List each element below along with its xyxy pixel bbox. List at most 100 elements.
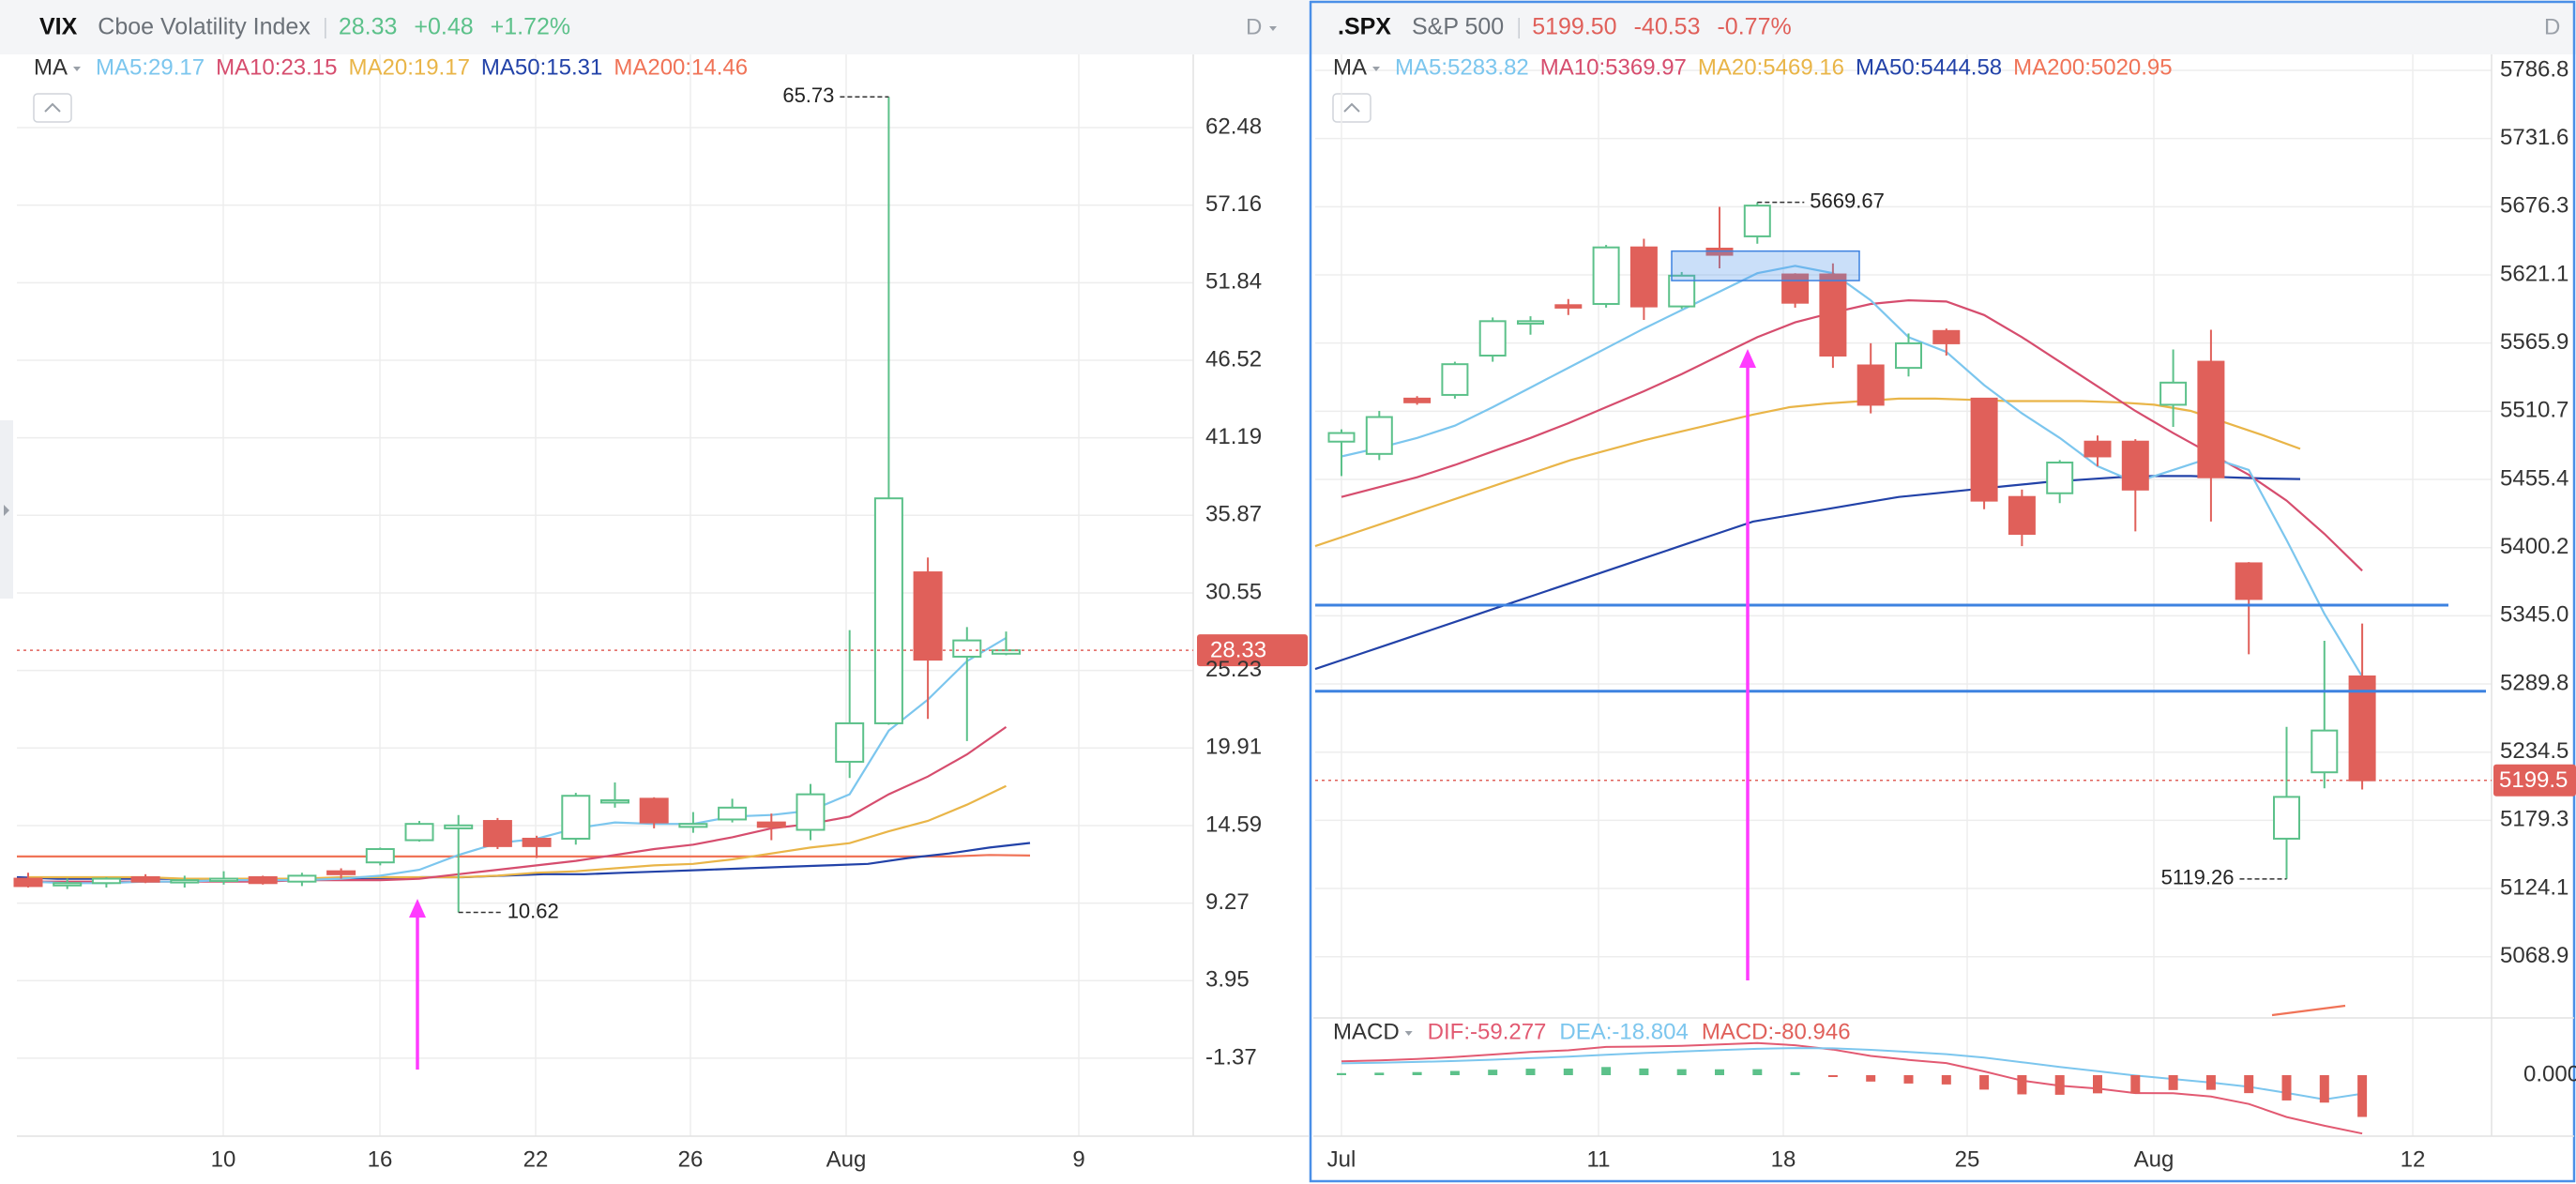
spx-candle[interactable] [1554,304,1583,309]
vix-candle[interactable] [91,877,121,885]
chevron-up-icon [1343,102,1360,113]
vix-candle[interactable] [561,795,591,840]
macd-indicator-selector[interactable]: MACD [1333,1019,1400,1044]
chevron-down-icon [1269,26,1277,31]
spx-candle[interactable] [1970,397,1998,502]
macd-axis-label: 0.000 [2523,1061,2576,1086]
y-tick-label: 9.27 [1205,889,1250,915]
x-tick-label: 11 [1587,1146,1611,1172]
vix-candle[interactable] [718,806,748,821]
spx-candle[interactable] [2273,796,2300,840]
vix-collapse-button[interactable] [33,93,72,123]
vix-ma200-line [17,854,1031,858]
spx-candle[interactable] [2311,729,2339,774]
vix-candle[interactable] [53,882,83,887]
macd-histogram-bar [1866,1075,1876,1082]
y-tick-label: 5289.8 [2500,670,2568,695]
spx-candle[interactable] [1441,363,1469,396]
chevron-down-icon [1404,1031,1413,1036]
vix-candle[interactable] [404,823,434,842]
spx-candle[interactable] [2008,495,2036,536]
macd-dif-label: DIF:-59.277 [1428,1019,1547,1044]
vix-candle[interactable] [992,649,1021,655]
spx-candle[interactable] [2046,462,2074,494]
spx-candle[interactable] [1743,205,1771,237]
vix-candle[interactable] [326,870,356,875]
y-tick-label: 5565.9 [2500,329,2568,355]
spx-last-price-tag-label: 5199.5 [2499,767,2568,793]
ma-legend-item: MA10:23.15 [216,54,337,80]
interval-selector[interactable]: D [2544,14,2560,39]
spx-collapse-button[interactable] [1332,93,1371,123]
vix-candle[interactable] [522,837,552,847]
collapse-arrow-icon[interactable] [4,505,9,516]
spx-candle[interactable] [1819,273,1847,357]
vix-candle[interactable] [639,797,669,824]
macd-histogram-bar [1903,1075,1914,1084]
spx-highlight-box[interactable] [1671,250,1860,281]
vix-candle[interactable] [13,877,43,888]
ma-legend-item: MA20:19.17 [349,54,470,80]
interval-selector[interactable]: D [1246,14,1262,39]
symbol-label: VIX [39,14,78,40]
vix-candle[interactable] [796,793,826,831]
y-tick-label: 5786.8 [2500,56,2568,82]
spx-candle[interactable] [1856,364,1885,406]
spx-candle[interactable] [1592,246,1620,305]
spx-candle[interactable] [1403,397,1432,403]
spx-header-bar [1311,0,2576,54]
spx-candle[interactable] [2197,360,2225,478]
ma-indicator-selector[interactable]: MA [34,54,68,80]
vix-candle[interactable] [248,875,278,885]
spx-candle[interactable] [1365,416,1393,455]
spx-candle[interactable] [1781,273,1810,304]
y-tick-label: 51.84 [1205,269,1262,295]
y-tick-label: 14.59 [1205,812,1262,837]
vix-candle[interactable] [873,497,903,724]
spx-ma20-line [1314,397,2301,548]
ma-indicator-selector[interactable]: MA [1333,54,1367,80]
spx-candle[interactable] [1629,246,1658,308]
vix-candle[interactable] [287,874,317,883]
spx-low-marker: 5119.26 [2161,866,2235,889]
macd-histogram-bar [2093,1075,2102,1094]
x-tick-label: 16 [368,1146,393,1172]
spx-ma5-line [1341,265,2364,677]
annotation-arrow-head [409,899,426,918]
spx-panel-border [1309,0,2576,1183]
spx-candle[interactable] [1517,320,1544,325]
vix-candle[interactable] [209,877,238,883]
x-tick-label: 18 [1771,1146,1796,1172]
vix-low-marker: 10.62 [508,899,559,922]
spx-candle[interactable] [1478,320,1507,357]
vix-candle[interactable] [756,821,786,828]
spx-candle[interactable] [1327,432,1356,443]
spx-ma10-line [1341,298,2363,572]
vix-candle[interactable] [365,848,395,864]
vix-candle[interactable] [482,820,512,847]
x-tick-label: Aug [826,1146,867,1172]
x-tick-label: 9 [1072,1146,1084,1172]
vix-candle[interactable] [600,798,629,804]
spx-candle[interactable] [1932,329,1961,344]
instrument-name: S&P 500 [1412,14,1504,40]
vix-candle[interactable] [835,721,865,763]
spx-candle[interactable] [2159,381,2188,406]
vix-candle[interactable] [952,639,982,658]
spx-candle[interactable] [1895,342,1922,370]
spx-candle[interactable] [2235,562,2263,600]
macd-histogram-bar [1563,1068,1573,1075]
vix-candle[interactable] [444,824,474,829]
y-tick-label: 5731.6 [2500,125,2568,150]
ma-legend-item: MA200:5020.95 [2013,54,2172,80]
spx-candle[interactable] [2084,440,2112,458]
spx-candle[interactable] [2348,675,2376,782]
vix-candle[interactable] [170,879,200,884]
vix-candle[interactable] [130,875,160,883]
vix-candle[interactable] [678,823,708,828]
macd-histogram-bar [2281,1075,2292,1101]
spx-candle[interactable] [2121,440,2149,491]
vix-candle[interactable] [913,571,943,661]
